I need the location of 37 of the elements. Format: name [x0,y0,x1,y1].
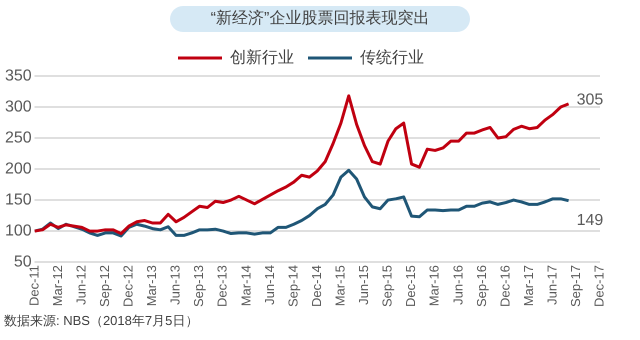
data-label: 305 [576,91,604,108]
x-tick-label: Sep-16 [474,265,489,307]
x-tick-label: Mar-12 [50,265,65,306]
chart-title: “新经济”企业股票回报表现突出 [170,6,470,32]
legend-label: 传统行业 [360,48,424,66]
x-tick-label: Jun-16 [450,265,466,305]
x-tick-label: Mar-13 [144,265,160,306]
x-tick-label: Mar-17 [520,265,536,306]
y-tick-label: 300 [4,98,32,116]
x-tick-label: Sep-13 [191,265,206,307]
x-tick-label: Dec-17 [592,265,607,307]
x-tick-label: Mar-15 [332,265,348,306]
x-tick-label: Sep-14 [285,265,300,307]
x-tick-label: Dec-12 [120,265,136,307]
x-tick-label: Dec-13 [214,265,230,307]
x-tick-label: Jun-15 [356,265,372,305]
y-tick-label: 350 [4,67,32,84]
legend-label: 创新行业 [230,48,294,66]
y-tick-label: 100 [4,222,32,240]
x-tick-label: Mar-14 [238,265,254,306]
x-tick-label: Sep-12 [96,265,112,307]
x-tick-label: Dec-11 [26,265,42,306]
data-label: 149 [576,212,604,230]
x-tick-label: Sep-15 [380,265,395,307]
x-tick-label: Mar-16 [426,265,442,306]
x-tick-label: Dec-15 [403,265,418,307]
x-tick-label: Dec-14 [308,265,324,307]
x-tick-label: Jun-13 [168,265,183,305]
x-tick-label: Jun-14 [262,265,277,305]
y-tick-label: 150 [4,191,32,208]
source-note: 数据来源: NBS（2018年7月5日） [4,312,198,330]
y-tick-label: 250 [4,129,32,146]
x-tick-label: Jun-17 [544,265,560,305]
x-tick-label: Dec-16 [497,265,512,307]
x-tick-label: Jun-12 [73,265,88,305]
x-tick-label: Sep-17 [568,265,584,307]
y-tick-label: 200 [4,160,32,178]
